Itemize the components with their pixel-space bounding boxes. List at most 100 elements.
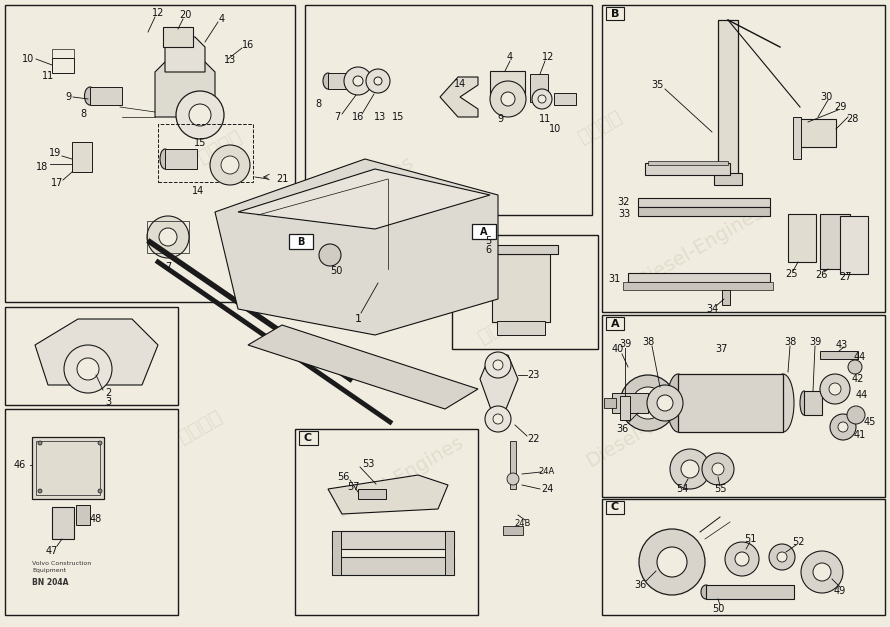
Polygon shape [155, 62, 215, 117]
Bar [165, 149, 197, 169]
Bar [163, 27, 193, 47]
Bar [620, 396, 630, 420]
Circle shape [189, 104, 211, 126]
Text: 30: 30 [820, 92, 832, 102]
Text: 36: 36 [634, 580, 646, 590]
Circle shape [712, 463, 724, 475]
Text: 27: 27 [838, 272, 851, 282]
Text: 16: 16 [352, 112, 364, 122]
Circle shape [176, 91, 224, 139]
Bar [788, 214, 816, 262]
Bar [718, 20, 738, 175]
Text: 44: 44 [854, 352, 866, 362]
Polygon shape [215, 159, 498, 335]
Text: 10: 10 [22, 54, 34, 64]
Text: Diesel-Engines: Diesel-Engines [633, 203, 767, 291]
Bar [32, 437, 104, 499]
Text: BN 204A: BN 204A [32, 578, 69, 587]
Text: 12: 12 [152, 8, 164, 18]
Circle shape [657, 547, 687, 577]
Text: 32: 32 [618, 197, 630, 207]
Ellipse shape [85, 87, 95, 105]
Bar [52, 507, 74, 539]
Circle shape [64, 345, 112, 393]
Text: 50: 50 [712, 604, 724, 614]
Text: A: A [611, 319, 619, 329]
Text: 4: 4 [507, 52, 513, 62]
Bar [678, 374, 783, 432]
Circle shape [493, 360, 503, 370]
Circle shape [847, 406, 865, 424]
Bar [52, 58, 74, 73]
Circle shape [681, 460, 699, 478]
Circle shape [98, 489, 102, 493]
Circle shape [159, 228, 177, 246]
Circle shape [210, 145, 250, 185]
Circle shape [344, 67, 372, 95]
Bar [510, 441, 516, 489]
Bar [289, 234, 313, 249]
Text: 43: 43 [836, 340, 848, 350]
Bar [72, 142, 92, 172]
Circle shape [532, 89, 552, 109]
Polygon shape [165, 37, 205, 72]
Circle shape [501, 92, 515, 106]
Circle shape [725, 542, 759, 576]
Bar [158, 124, 253, 182]
Text: 22: 22 [527, 434, 539, 444]
Text: 49: 49 [834, 586, 846, 596]
Text: 47: 47 [45, 546, 58, 556]
Bar [497, 321, 545, 335]
Text: C: C [611, 502, 619, 512]
Text: 40: 40 [612, 344, 624, 354]
Text: 57: 57 [347, 482, 360, 492]
Text: 10: 10 [549, 124, 561, 134]
Bar [793, 117, 801, 159]
Circle shape [769, 544, 795, 570]
Bar [604, 398, 616, 408]
Bar [840, 216, 868, 274]
Polygon shape [480, 355, 518, 429]
Ellipse shape [800, 391, 808, 415]
Text: 31: 31 [608, 274, 620, 284]
Polygon shape [238, 169, 490, 229]
Text: 24A: 24A [538, 468, 555, 477]
Text: 18: 18 [36, 162, 48, 172]
Circle shape [702, 453, 734, 485]
Text: 21: 21 [276, 174, 288, 184]
Bar [804, 391, 822, 415]
Bar [722, 290, 730, 305]
Circle shape [493, 414, 503, 424]
Text: 2: 2 [105, 388, 111, 398]
Text: 41: 41 [854, 430, 866, 440]
Text: 5: 5 [485, 236, 491, 246]
Text: 紫发动力: 紫发动力 [175, 407, 225, 447]
Text: Diesel-Engines: Diesel-Engines [283, 153, 417, 241]
Circle shape [813, 563, 831, 581]
Text: 34: 34 [706, 304, 718, 314]
Bar [36, 441, 100, 495]
Text: 6: 6 [485, 245, 491, 255]
Circle shape [848, 360, 862, 374]
Text: 9: 9 [497, 114, 503, 124]
Bar [638, 198, 770, 207]
Text: 53: 53 [362, 459, 374, 469]
Text: 36: 36 [616, 424, 628, 434]
Circle shape [77, 358, 99, 380]
Text: 38: 38 [784, 337, 797, 347]
Bar [90, 87, 122, 105]
Circle shape [632, 387, 664, 419]
Bar [623, 282, 773, 290]
Circle shape [777, 552, 787, 562]
Text: 51: 51 [744, 534, 756, 544]
Text: 39: 39 [809, 337, 821, 347]
Bar [612, 393, 648, 413]
Text: 17: 17 [51, 178, 63, 188]
Text: 9: 9 [65, 92, 71, 102]
Bar [820, 351, 858, 359]
Bar [706, 585, 794, 599]
Circle shape [221, 156, 239, 174]
Circle shape [830, 414, 856, 440]
Text: 紫发动力: 紫发动力 [475, 307, 525, 347]
Text: 15: 15 [194, 138, 206, 148]
